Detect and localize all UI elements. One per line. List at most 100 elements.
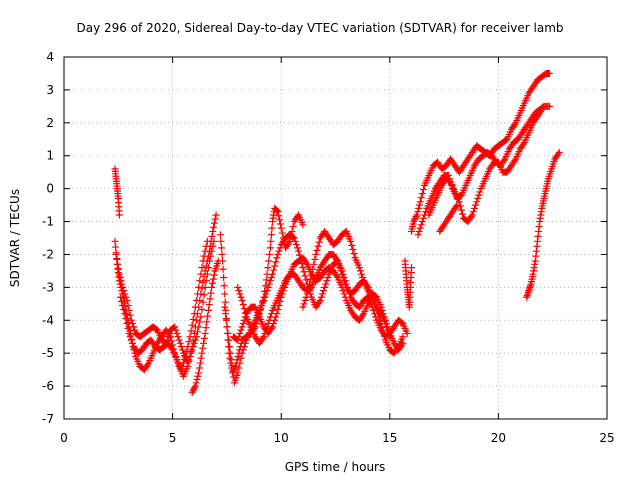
data-point-arc-3	[197, 313, 205, 321]
data-point-arc-5	[195, 369, 203, 377]
y-tick-label: 3	[46, 83, 54, 97]
y-tick-label: -7	[42, 412, 54, 426]
data-point-arc-14	[457, 206, 465, 214]
data-point-arc-4	[183, 348, 191, 356]
data-point-arc-4	[121, 310, 129, 318]
data-point-arc-4	[201, 247, 209, 255]
data-point-arc-9	[262, 326, 270, 334]
data-point-arc-7	[270, 266, 278, 274]
data-point-arc-7	[267, 273, 275, 281]
data-point-arc-5	[207, 289, 215, 297]
data-point-arc-13	[419, 214, 427, 222]
data-point-arc-14	[471, 204, 479, 212]
data-point-arc-10	[308, 270, 316, 278]
data-point-arc-9	[259, 334, 267, 342]
data-point-arc-10	[301, 297, 309, 305]
y-tick-label: -1	[42, 215, 54, 229]
data-point-arc-10	[304, 285, 312, 293]
data-point-arc-2	[210, 219, 218, 227]
data-point-arc-7	[323, 277, 331, 285]
data-point-arc-13	[418, 218, 426, 226]
data-point-arc-7	[241, 339, 249, 347]
data-point-arc-4	[192, 297, 200, 305]
x-axis-label: GPS time / hours	[285, 460, 386, 474]
data-point-arc-5	[209, 275, 217, 283]
data-point-arc-13	[417, 221, 425, 229]
data-point-arc-9	[338, 270, 346, 278]
data-point-arc-1	[115, 211, 123, 219]
data-point-arc-7	[221, 303, 229, 311]
data-point-arc-3	[125, 306, 133, 314]
data-point-arc-5	[206, 295, 214, 303]
data-point-arc-6	[262, 276, 270, 284]
data-point-arc-3	[210, 237, 218, 245]
data-point-arc-7	[261, 293, 269, 301]
data-point-arc-10	[312, 250, 320, 258]
data-point-arc-9	[341, 280, 349, 288]
data-point-arc-6	[218, 250, 226, 258]
data-point-arc-14	[473, 198, 481, 206]
data-point-arc-13	[416, 224, 424, 232]
data-point-arc-7	[315, 298, 323, 306]
data-point-arc-10	[348, 241, 356, 249]
data-point-arc-7	[403, 329, 411, 337]
data-point-arc-10	[376, 308, 384, 316]
data-point-arc-3	[118, 280, 126, 288]
data-point-arc-3	[204, 264, 212, 272]
data-point-arc-6	[234, 352, 242, 360]
data-point-arc-2	[209, 227, 217, 235]
data-point-arc-8	[267, 325, 275, 332]
data-point-arc-7	[222, 316, 230, 324]
data-point-arc-3	[194, 328, 202, 336]
y-tick-label: 4	[46, 50, 54, 64]
data-point-arc-4	[178, 362, 186, 370]
y-tick-label: 1	[46, 149, 54, 163]
data-point-arc-6	[277, 224, 285, 232]
data-point-arc-2	[208, 232, 216, 240]
data-point-arc-9	[267, 310, 275, 318]
data-point-arc-5	[203, 318, 211, 326]
data-point-arc-7	[237, 354, 245, 362]
data-point-arc-4	[125, 329, 133, 337]
data-point-arc-4	[179, 359, 187, 367]
data-point-arc-7	[223, 323, 231, 331]
data-point-arc-12	[415, 201, 423, 209]
data-point-arc-8	[235, 333, 243, 341]
data-point-arc-3	[172, 326, 180, 334]
data-point-arc-9	[236, 290, 244, 298]
x-tick-label: 0	[60, 431, 68, 445]
data-point-arc-14	[538, 106, 546, 114]
data-point-arc-9	[339, 273, 347, 281]
data-point-arc-5	[204, 312, 212, 320]
data-point-arc-7	[226, 343, 234, 351]
data-point-arc-2	[210, 223, 218, 231]
data-point-arc-15	[453, 201, 461, 209]
data-point-arc-7	[316, 297, 324, 305]
data-point-arc-14	[472, 201, 480, 209]
y-tick-label: -4	[42, 313, 54, 327]
data-point-arc-7	[299, 264, 307, 272]
data-point-arc-10	[356, 267, 364, 275]
data-point-arc-7	[274, 250, 282, 258]
data-point-arc-14	[476, 188, 484, 196]
data-point-arc-9	[380, 332, 388, 340]
data-point-arc-3	[199, 298, 207, 306]
data-point-arc-4	[185, 338, 193, 346]
x-tick-label: 25	[599, 431, 614, 445]
data-point-arc-5	[200, 339, 208, 347]
data-point-arc-5	[200, 334, 208, 342]
data-point-arc-14	[511, 157, 519, 165]
data-point-arc-3	[117, 277, 125, 285]
data-point-arc-7	[269, 270, 277, 278]
data-point-arc-6	[220, 282, 228, 290]
data-point-arc-9	[378, 324, 386, 332]
data-point-arc-4	[124, 325, 132, 332]
data-point-arc-3	[115, 265, 123, 273]
data-point-arc-7	[320, 287, 328, 295]
data-point-arc-14	[468, 211, 476, 219]
data-point-arc-13	[415, 227, 423, 235]
data-point-arc-13	[422, 208, 430, 216]
data-point-arc-3	[114, 260, 122, 268]
data-point-arc-7	[271, 262, 279, 270]
data-point-arc-7	[318, 290, 326, 298]
